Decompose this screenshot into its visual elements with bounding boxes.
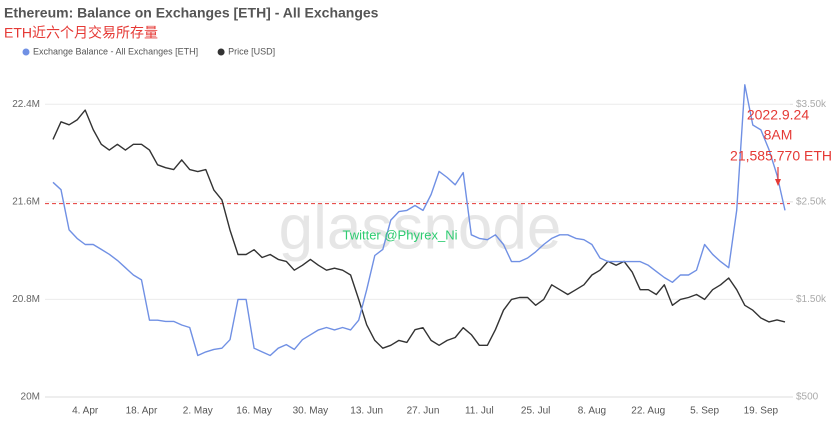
x-tick-label: 4. Apr	[72, 406, 99, 417]
credit: Twitter @Phyrex_Ni	[342, 227, 457, 242]
annotation-text: 8AM	[764, 127, 793, 143]
x-tick-label: 13. Jun	[350, 406, 383, 417]
legend-label: Exchange Balance - All Exchanges [ETH]	[33, 46, 198, 56]
legend-marker	[217, 48, 225, 56]
annotation-text: 2022.9.24	[747, 107, 809, 123]
x-tick-label: 25. Jul	[521, 406, 550, 417]
x-tick-label: 18. Apr	[126, 406, 158, 417]
series-line	[52, 84, 786, 357]
y2-tick-label: $3.50k	[796, 99, 827, 110]
legend-marker	[22, 48, 30, 56]
legend-label: Price [USD]	[228, 46, 275, 56]
x-tick-label: 19. Sep	[744, 406, 779, 417]
chart-title: Ethereum: Balance on Exchanges [ETH] - A…	[4, 5, 379, 21]
x-tick-label: 16. May	[236, 406, 272, 417]
reference-label: 21,585,770 ETH	[730, 148, 832, 164]
y-tick-label: 20M	[21, 392, 40, 403]
annotation-arrowhead	[775, 179, 781, 186]
y-tick-label: 20.8M	[12, 294, 40, 305]
chart-subtitle: ETH近六个月交易所存量	[4, 25, 158, 41]
y-tick-label: 21.6M	[12, 196, 40, 207]
x-tick-label: 30. May	[293, 406, 329, 417]
x-tick-label: 2. May	[183, 406, 213, 417]
watermark: glassnode	[279, 193, 562, 262]
y2-tick-label: $500	[796, 392, 819, 403]
y2-tick-label: $2.50k	[796, 196, 827, 207]
x-tick-label: 5. Sep	[690, 406, 719, 417]
x-tick-label: 27. Jun	[407, 406, 440, 417]
x-tick-label: 11. Jul	[465, 406, 494, 417]
y2-tick-label: $1.50k	[796, 294, 827, 305]
y-tick-label: 22.4M	[12, 99, 40, 110]
series-line	[52, 109, 786, 349]
x-tick-label: 22. Aug	[631, 406, 665, 417]
x-tick-label: 8. Aug	[578, 406, 606, 417]
